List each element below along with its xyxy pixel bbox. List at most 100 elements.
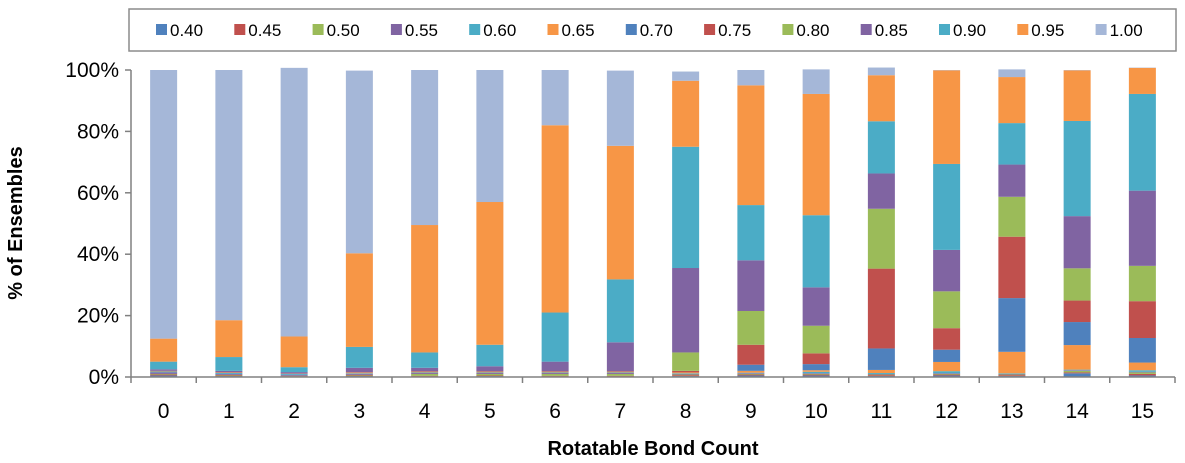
bar-segment <box>998 196 1026 237</box>
legend-label: 0.95 <box>1031 21 1064 40</box>
bar-segment <box>802 375 830 377</box>
bar-segment <box>606 70 634 146</box>
bar-segment <box>215 373 243 375</box>
legend-swatch <box>1017 24 1029 35</box>
bar-segment <box>737 370 765 373</box>
plot-area: 0%20%40%60%80%100% 0 1 2 3 4 5 6 7 8 9 10 11 12 13 14 1… <box>65 59 1176 423</box>
bar-segment <box>150 374 178 376</box>
bar-segment <box>933 328 961 350</box>
bar-segment <box>802 373 830 374</box>
bar-segment <box>541 312 569 362</box>
legend-box <box>128 8 1177 52</box>
legend-label: 0.60 <box>483 21 516 40</box>
bar-segment <box>802 69 830 94</box>
bar-segment <box>867 373 895 375</box>
bar-segment <box>737 372 765 374</box>
bar-segment <box>150 371 178 373</box>
bar-segment <box>867 268 895 349</box>
bar-segment <box>411 373 439 376</box>
bar-segment <box>476 70 504 203</box>
bar-segment <box>867 121 895 174</box>
bar-segment <box>1128 372 1156 374</box>
bar-segment <box>672 373 700 375</box>
x-tick-label: 13 <box>1000 400 1023 423</box>
x-tick-label: 14 <box>1065 400 1089 423</box>
bar-segment <box>802 353 830 365</box>
legend-label: 0.50 <box>327 21 360 40</box>
bar-segment <box>541 371 569 373</box>
bar-segment <box>541 372 569 373</box>
y-tick-label: 20% <box>77 305 119 328</box>
bar-segment <box>215 374 243 376</box>
bar-segment <box>1128 265 1156 302</box>
legend-swatch <box>1095 24 1107 35</box>
bar-segment <box>867 67 895 76</box>
bar-segment <box>345 373 373 374</box>
bar-segment <box>1063 370 1091 373</box>
bar-segment <box>541 361 569 372</box>
bar-segment <box>802 370 830 372</box>
legend: 0.40 0.45 0.50 0.55 0.60 0.65 0.70 0.75 0.80 0.85… <box>128 8 1177 52</box>
bar-segment <box>998 164 1026 197</box>
bar-segment <box>1063 370 1091 371</box>
bar-segment <box>280 367 308 373</box>
bar-segment <box>476 366 504 372</box>
bar-segment <box>737 344 765 365</box>
x-tick-label: 1 <box>223 400 235 423</box>
legend-swatch <box>312 24 324 35</box>
bar-segment <box>606 375 634 377</box>
bar-segment <box>737 373 765 375</box>
bar-segment <box>215 357 243 371</box>
legend-label: 0.65 <box>562 21 595 40</box>
bar-segment <box>867 374 895 376</box>
bar-segment <box>541 125 569 313</box>
legend-swatch <box>156 24 167 35</box>
legend-swatch <box>939 24 950 35</box>
bar-segment <box>541 375 569 377</box>
bar-segment <box>933 371 961 374</box>
legend-swatch <box>782 24 794 35</box>
bar-segment <box>737 70 765 86</box>
bar-segment <box>672 80 700 147</box>
bar-segment <box>1128 93 1156 191</box>
bar-segment <box>606 371 634 373</box>
bar-segment <box>1063 300 1091 323</box>
bar-segment <box>737 375 765 377</box>
bar-segment <box>215 372 243 373</box>
bar-segment <box>933 361 961 372</box>
bar-segment <box>411 373 439 374</box>
bar-segment <box>998 69 1026 78</box>
bar-segment <box>411 371 439 373</box>
bar-segment <box>802 93 830 216</box>
legend-label: 0.45 <box>248 21 281 40</box>
bar-segment <box>150 372 178 374</box>
bar-segment <box>998 298 1026 352</box>
bar-segment <box>1128 338 1156 363</box>
x-tick-label: 6 <box>549 400 561 423</box>
bar-segment <box>606 145 634 280</box>
legend-label: 0.55 <box>405 21 438 40</box>
bar-segment <box>606 373 634 376</box>
bar-segment <box>998 373 1026 374</box>
bar-segment <box>933 249 961 292</box>
bar-segment <box>476 344 504 367</box>
bar-segment <box>802 374 830 376</box>
bar-segment <box>1128 373 1156 376</box>
bar-segment <box>933 70 961 164</box>
bar-segment <box>411 372 439 373</box>
x-tick-label: 2 <box>288 400 300 423</box>
bar-segment <box>150 70 178 339</box>
bar-segment <box>867 208 895 269</box>
bar-segment <box>998 351 1026 374</box>
bar-segment <box>280 374 308 376</box>
bar-segment <box>998 236 1026 299</box>
bar-segment <box>1128 375 1156 377</box>
bar-segment <box>867 173 895 209</box>
bar-segment <box>476 372 504 373</box>
bar-segment <box>215 375 243 377</box>
bar-segment <box>672 268 700 353</box>
bar-segment <box>476 371 504 373</box>
legend-label: 0.85 <box>875 21 908 40</box>
bar-segment <box>933 373 961 374</box>
bar-segment <box>476 202 504 345</box>
